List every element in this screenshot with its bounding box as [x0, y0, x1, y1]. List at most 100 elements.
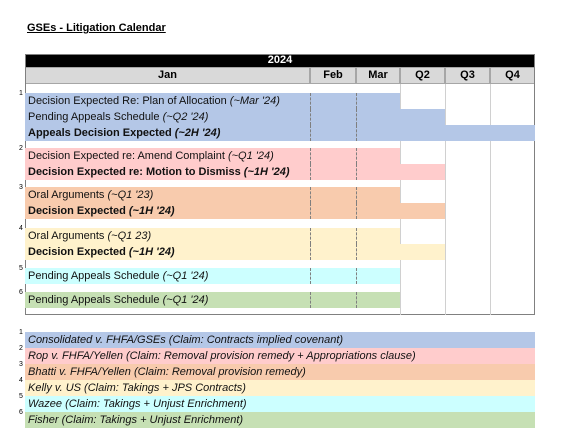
row-note: (~Q1 '24) [162, 270, 209, 282]
legend-text: Consolidated v. FHFA/GSEs (Claim: Contra… [28, 334, 344, 346]
row-note: (~Q1 '24) [162, 294, 209, 306]
row-label: Decision Expected re: Amend Complaint (~… [28, 148, 274, 164]
row-text: Pending Appeals Schedule [28, 270, 163, 282]
row-note: (~Q2 '24) [162, 111, 209, 123]
dashed-divider [356, 125, 357, 141]
footnote-number: 4 [19, 377, 23, 384]
footnote-number: 2 [19, 145, 23, 152]
dashed-divider [310, 268, 311, 284]
legend-bar [25, 332, 535, 348]
column-header: Mar [356, 67, 400, 84]
dashed-divider [356, 109, 357, 125]
row-note: (~1H '24) [128, 205, 175, 217]
row-label: Pending Appeals Schedule (~Q1 '24) [28, 292, 208, 308]
dashed-divider [310, 125, 311, 141]
table-frame [25, 54, 535, 315]
row-text: Decision Expected [28, 205, 129, 217]
title: GSEs - Litigation Calendar [27, 22, 166, 34]
footnote-number: 1 [19, 329, 23, 336]
timeline-bar [25, 244, 445, 260]
footnote-number: 6 [19, 289, 23, 296]
row-text: Pending Appeals Schedule [28, 294, 163, 306]
footnote-number: 1 [19, 90, 23, 97]
timeline-bar [25, 164, 445, 180]
timeline-bar [25, 109, 445, 125]
dashed-divider [310, 148, 311, 164]
row-text: Decision Expected [28, 246, 129, 258]
legend-text: Wazee (Claim: Takings + Unjust Enrichmen… [28, 398, 247, 410]
timeline-bar [25, 187, 400, 203]
row-text: Pending Appeals Schedule [28, 111, 163, 123]
dashed-divider [356, 228, 357, 244]
timeline-bar [25, 228, 400, 244]
timeline-bar [25, 93, 400, 109]
legend-bar [25, 364, 535, 380]
footnote-number: 3 [19, 361, 23, 368]
year-header: 2024 [25, 54, 535, 67]
column-line [400, 84, 401, 315]
legend-bar [25, 348, 535, 364]
row-label: Decision Expected Re: Plan of Allocation… [28, 93, 280, 109]
timeline-bar [25, 292, 400, 308]
row-label: Appeals Decision Expected (~2H '24) [28, 125, 220, 141]
dashed-divider [356, 187, 357, 203]
row-label: Decision Expected (~1H '24) [28, 244, 175, 260]
column-header: Q3 [445, 67, 490, 84]
legend-text: Fisher (Claim: Takings + Unjust Enrichme… [28, 414, 244, 426]
dashed-divider [310, 109, 311, 125]
dashed-divider [356, 93, 357, 109]
footnote-number: 3 [19, 184, 23, 191]
row-label: Decision Expected (~1H '24) [28, 203, 175, 219]
row-note: (~1H '24) [243, 166, 290, 178]
column-header: Jan [25, 67, 310, 84]
dashed-divider [356, 203, 357, 219]
column-line [445, 84, 446, 315]
row-text: Decision Expected Re: Plan of Allocation [28, 95, 230, 107]
row-note: (~Q1 23) [107, 230, 152, 242]
row-note: (~Mar '24) [229, 95, 280, 107]
dashed-divider [310, 164, 311, 180]
row-text: Oral Arguments [28, 189, 108, 201]
dashed-divider [310, 244, 311, 260]
row-text: Decision Expected re: Motion to Dismiss [28, 166, 244, 178]
dashed-divider [356, 292, 357, 308]
timeline-bar [25, 268, 400, 284]
footnote-number: 4 [19, 225, 23, 232]
dashed-divider [356, 148, 357, 164]
timeline-bar [25, 203, 445, 219]
legend-text: Bhatti v. FHFA/Yellen (Claim: Removal pr… [28, 366, 306, 378]
legend-text: Rop v. FHFA/Yellen (Claim: Removal provi… [28, 350, 416, 362]
footnote-number: 6 [19, 409, 23, 416]
legend-bar [25, 380, 535, 396]
footnote-number: 5 [19, 393, 23, 400]
row-note: (~Q1 '23) [107, 189, 154, 201]
legend-text: Kelly v. US (Claim: Takings + JPS Contra… [28, 382, 246, 394]
dashed-divider [310, 228, 311, 244]
column-line [490, 84, 491, 315]
row-note: (~2H '24) [174, 127, 221, 139]
row-note: (~Q1 '24) [227, 150, 274, 162]
legend-bar [25, 396, 535, 412]
legend-bar [25, 412, 535, 428]
dashed-divider [310, 187, 311, 203]
footnote-number: 2 [19, 345, 23, 352]
timeline-bar [25, 125, 535, 141]
dashed-divider [356, 164, 357, 180]
row-label: Decision Expected re: Motion to Dismiss … [28, 164, 290, 180]
row-text: Appeals Decision Expected [28, 127, 175, 139]
row-label: Pending Appeals Schedule (~Q1 '24) [28, 268, 208, 284]
dashed-divider [310, 292, 311, 308]
row-text: Decision Expected re: Amend Complaint [28, 150, 228, 162]
row-label: Oral Arguments (~Q1 23) [28, 228, 151, 244]
dashed-divider [310, 93, 311, 109]
row-text: Oral Arguments [28, 230, 108, 242]
column-header: Q2 [400, 67, 445, 84]
footnote-number: 5 [19, 265, 23, 272]
column-header: Feb [310, 67, 356, 84]
dashed-divider [356, 268, 357, 284]
row-note: (~1H '24) [128, 246, 175, 258]
timeline-bar [25, 148, 400, 164]
dashed-divider [310, 203, 311, 219]
row-label: Pending Appeals Schedule (~Q2 '24) [28, 109, 208, 125]
